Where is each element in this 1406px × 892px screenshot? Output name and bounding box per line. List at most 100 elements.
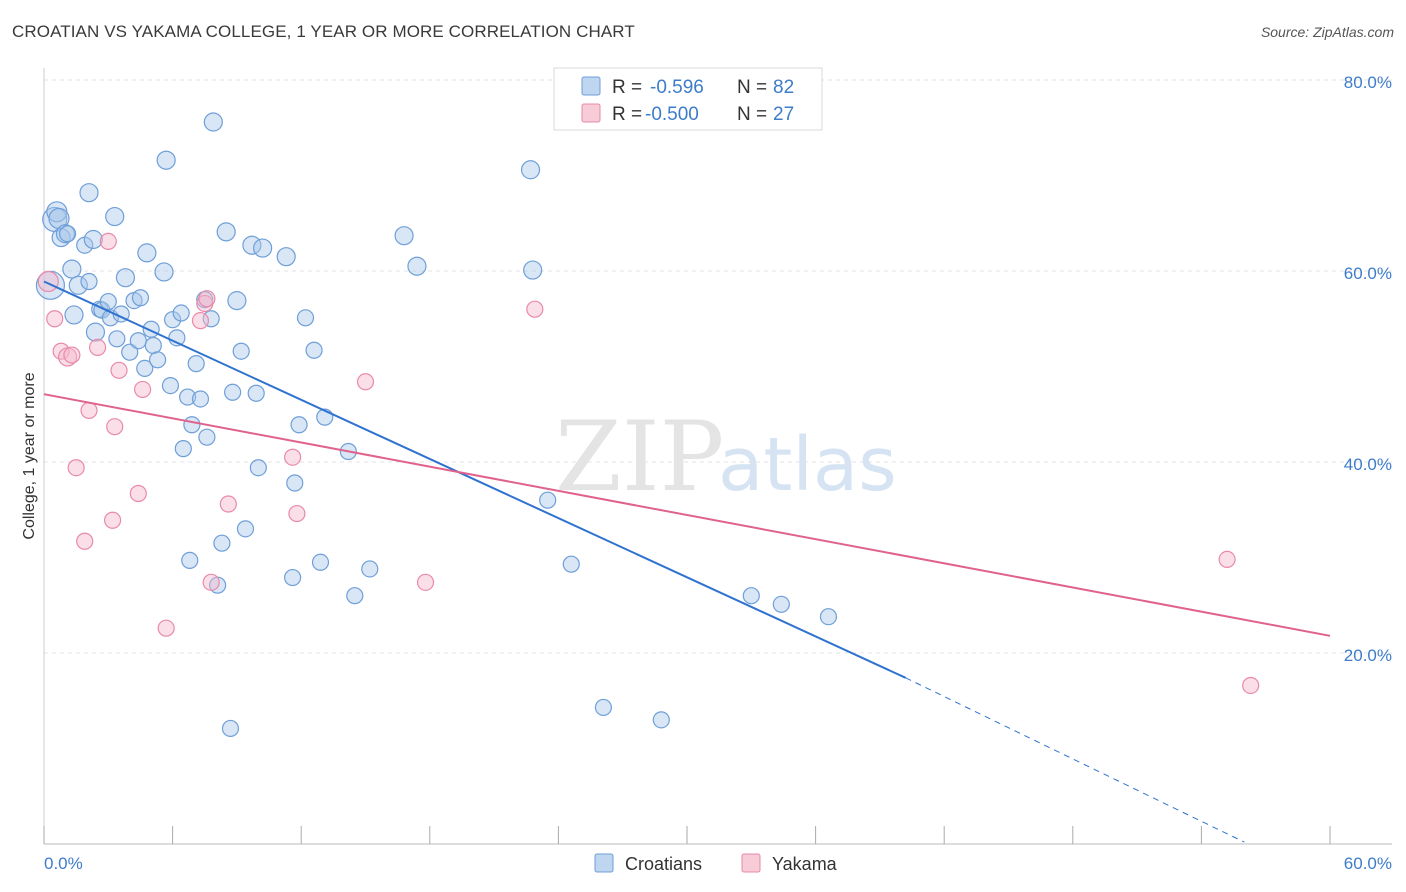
croatians-point [213, 534, 231, 552]
yakama-point [356, 373, 375, 391]
legend-n-value-croatians: 82 [773, 77, 794, 98]
bottom-legend-swatch-croatians [594, 853, 614, 873]
croatians-point [179, 388, 197, 406]
croatians-point [594, 698, 613, 717]
legend-n-label-yakama: N = [737, 104, 767, 125]
croatians-point [187, 355, 205, 373]
croatians-point [80, 272, 98, 291]
yakama-point [1218, 550, 1236, 569]
y-tick-labels: 20.0% 40.0% 60.0% 80.0% [1344, 73, 1392, 665]
croatians-point [191, 390, 210, 408]
croatians-point [181, 551, 199, 569]
watermark: ZIP atlas [555, 401, 897, 513]
x-tick-label: 0.0% [44, 854, 83, 873]
croatians-point [361, 560, 379, 578]
croatians-point [652, 711, 670, 729]
croatians-point [156, 150, 176, 170]
yakama-point [219, 495, 237, 513]
croatians-point [227, 291, 247, 311]
croatians-point [394, 226, 414, 246]
croatians-point [284, 568, 302, 587]
y-axis-label: College, 1 year or more [21, 372, 38, 539]
croatians-point [253, 238, 273, 258]
y-tick-label: 40.0% [1344, 455, 1392, 474]
yakama-point [1242, 676, 1260, 695]
yakama-point [416, 573, 435, 591]
trend-line-croatians [43, 280, 907, 679]
source-label: Source: ZipAtlas.com [1260, 24, 1394, 40]
croatians-point [523, 260, 543, 280]
yakama-point [288, 504, 306, 523]
yakama-point [202, 573, 220, 591]
gridlines [44, 79, 1392, 654]
croatians-point [99, 292, 117, 311]
croatians-point [68, 275, 88, 295]
croatians-point [286, 474, 304, 492]
croatians-point [136, 359, 154, 378]
legend-swatch-yakama [581, 103, 601, 123]
croatians-point [198, 428, 216, 446]
y-tick-label: 60.0% [1344, 264, 1392, 283]
croatians-point [247, 384, 265, 402]
croatians-point [105, 206, 125, 227]
croatians-point [137, 243, 157, 263]
croatians-point [232, 342, 250, 360]
croatians-point [79, 183, 99, 203]
series-yakama-points [37, 232, 1260, 695]
legend-n-value-yakama: 27 [773, 104, 794, 125]
yakama-point [106, 418, 124, 436]
croatians-point [539, 491, 557, 509]
yakama-point [88, 338, 107, 356]
yakama-point [63, 346, 81, 364]
croatians-point [216, 222, 236, 242]
trend-line-yakama [43, 393, 1331, 637]
yakama-point [129, 484, 147, 503]
y-tick-label: 20.0% [1344, 646, 1392, 665]
croatians-point [305, 341, 323, 359]
yakama-point [157, 619, 175, 637]
croatians-point [154, 262, 174, 282]
croatians-point [202, 310, 220, 328]
legend-r-value-croatians: -0.596 [650, 77, 704, 98]
croatians-point [407, 256, 427, 276]
series-croatians-points [35, 112, 838, 738]
trend-line-croatians-extension [905, 677, 1245, 843]
axes [43, 68, 1392, 845]
watermark-zip: ZIP [555, 401, 724, 513]
croatians-point [562, 555, 580, 573]
croatians-point [242, 235, 262, 255]
croatians-point [131, 289, 150, 307]
legend-r-label-croatians: R = [612, 77, 642, 98]
x-tick-labels: 0.0% 60.0% [44, 854, 1392, 873]
legend-r-value-yakama: -0.500 [645, 104, 699, 125]
legend-n-label-croatians: N = [737, 77, 767, 98]
yakama-point [198, 290, 216, 308]
croatians-point [108, 330, 126, 348]
croatians-point [144, 336, 162, 355]
yakama-point [80, 401, 98, 420]
croatians-point [85, 322, 106, 342]
yakama-point [37, 270, 59, 293]
croatians-point [290, 416, 308, 434]
croatians-point [183, 416, 201, 434]
yakama-point [526, 300, 544, 318]
croatians-point [221, 719, 240, 738]
croatians-point [161, 377, 180, 395]
croatians-point [772, 595, 790, 613]
croatians-point [62, 259, 82, 279]
yakama-point [191, 312, 210, 330]
croatians-point [121, 343, 139, 361]
yakama-point [46, 310, 64, 328]
croatians-point [129, 332, 147, 350]
yakama-point [133, 380, 152, 399]
croatians-point [276, 247, 296, 267]
croatians-point [83, 229, 103, 250]
y-tick-label: 80.0% [1344, 73, 1392, 92]
bottom-legend-label-croatians: Croatians [625, 854, 702, 874]
croatians-point [172, 304, 190, 322]
croatians-point [164, 311, 182, 329]
legend-swatch-croatians [581, 76, 601, 96]
croatians-point [236, 520, 255, 538]
croatians-point [203, 112, 223, 132]
